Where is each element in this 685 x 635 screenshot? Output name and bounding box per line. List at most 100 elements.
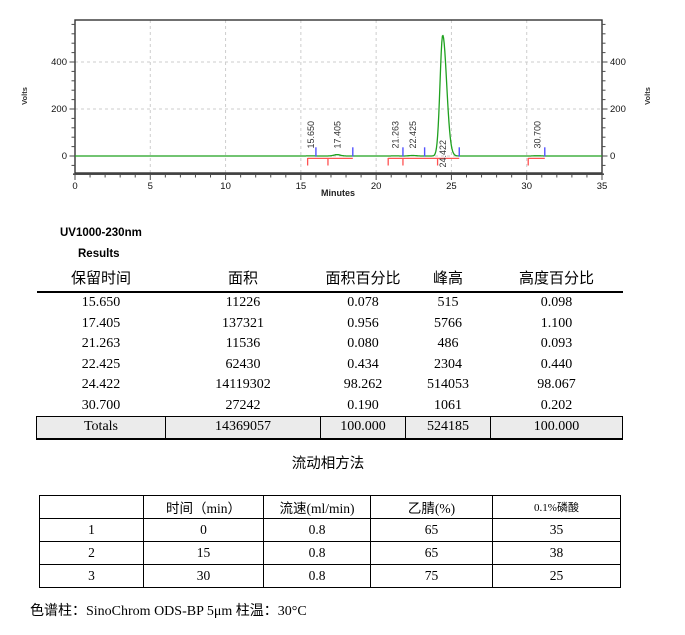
results-cell: 17.405 [81,315,121,331]
results-cell: 0.078 [347,295,379,311]
x-tick-label: 25 [446,181,457,192]
mp-cell: 0.8 [263,518,371,542]
results-header-cell: 峰高 [405,266,491,293]
y-tick-label-left: 400 [51,57,67,68]
results-header-cell: 高度百分比 [490,266,623,293]
results-cell: 98.067 [537,377,576,393]
results-cell: 27242 [225,397,261,413]
table-row: 2 15 0.8 65 38 [39,541,621,565]
table-row: 17.405 137321 0.956 5766 1.100 [37,314,623,335]
results-cell: 98.262 [343,377,383,393]
mp-cell: 0.8 [263,564,371,588]
results-cell: 0.098 [540,295,573,311]
results-cell: 15.650 [81,295,121,311]
results-cell: 486 [437,336,459,352]
results-cell: 0.956 [347,315,379,331]
y-tick-label-left: 200 [51,104,67,115]
x-tick-label: 35 [597,181,608,192]
results-cell: 0.434 [347,356,379,372]
results-cell: 30.700 [81,397,121,413]
mobile-phase-table: 时间（min） 流速(ml/min) 乙腈(%) 0.1%磷酸 1 0 0.8 65 35 2 15… [39,495,621,588]
results-label: Results [78,248,120,260]
y-axis-title-right: Volts [643,87,652,105]
peak-retention-label: 17.405 [332,121,342,149]
peak-retention-label: 30.700 [533,121,543,149]
mp-cell: 35 [492,518,621,542]
results-cell: 514053 [427,377,469,393]
x-axis-title: Minutes [321,188,355,198]
mp-header-cell: 时间（min） [143,495,264,519]
mp-cell: 0.8 [263,541,371,565]
results-cell: 14119302 [215,377,271,393]
totals-cell: 14369057 [165,416,321,440]
results-cell: 11226 [225,295,261,311]
x-tick-label: 30 [521,181,532,192]
plot-border [74,19,603,174]
results-cell: 0.202 [540,397,573,413]
mp-cell: 0 [143,518,264,542]
mp-cell: 1 [39,518,144,542]
mobile-phase-title: 流动相方法 [291,456,365,472]
table-row: 21.263 11536 0.080 486 0.093 [37,334,623,355]
table-row: 3 30 0.8 75 25 [39,564,621,588]
x-tick-label: 10 [220,181,231,192]
chromatogram-trace [74,34,603,157]
x-tick-label: 20 [371,181,382,192]
mp-cell: 25 [492,564,621,588]
mp-cell: 65 [370,541,493,565]
table-row: 1 0 0.8 65 35 [39,518,621,542]
mp-header-row: 时间（min） 流速(ml/min) 乙腈(%) 0.1%磷酸 [39,495,621,519]
results-table: 保留时间 面积 面积百分比 峰高 高度百分比 15.650 11226 0.078 515 0.0… [36,266,623,440]
mp-cell: 2 [39,541,144,565]
totals-row: Totals 14369057 100.000 524185 100.000 [36,416,623,440]
results-cell: 0.440 [540,356,573,372]
results-header-cell: 保留时间 [36,266,166,293]
results-cell: 24.422 [81,377,121,393]
table-row: 30.700 27242 0.190 1061 0.202 [37,396,623,417]
results-cell: 2304 [434,356,462,372]
peak-retention-label: 21.263 [391,121,401,149]
y-axis-title-left: Volts [20,87,29,105]
results-cell: 5766 [434,315,462,331]
results-cell: 1061 [434,397,462,413]
mp-cell: 30 [143,564,264,588]
chromatogram-chart: 0 5 10 15 20 25 30 35 Minutes 0 0 200 200 400 400 Volts… [20,19,652,198]
totals-cell: 100.000 [320,416,406,440]
results-cell: 1.100 [540,315,573,331]
table-row: 24.422 14119302 98.262 514053 98.067 [37,375,623,396]
totals-cell: Totals [36,416,166,440]
peak-retention-label: 15.650 [306,121,316,149]
mp-cell: 15 [143,541,264,565]
x-tick-label: 0 [72,181,77,192]
results-cell: 11536 [225,336,261,352]
detector-title: UV1000-230nm [60,227,142,239]
totals-cell: 524185 [405,416,491,440]
results-cell: 0.093 [540,336,573,352]
results-header-cell: 面积百分比 [320,266,406,293]
mp-cell: 75 [370,564,493,588]
peak-retention-label: 24.422 [438,140,448,168]
results-header-cell: 面积 [165,266,321,293]
mp-header-cell: 乙腈(%) [370,495,493,519]
mp-header-cell: 0.1%磷酸 [492,495,621,519]
x-tick-label: 5 [148,181,153,192]
peak-retention-label: 22.425 [408,121,418,149]
y-tick-label-right: 0 [610,151,615,162]
totals-cell: 100.000 [490,416,623,440]
column-note: 色谱柱：SinoChrom ODS-BP 5μm 柱温：30°C [30,604,307,619]
x-tick-label: 15 [296,181,307,192]
results-cell: 515 [437,295,459,311]
mp-cell: 38 [492,541,621,565]
y-tick-label-right: 400 [610,57,626,68]
mp-cell: 65 [370,518,493,542]
results-cell: 0.190 [347,397,379,413]
results-cell: 137321 [222,315,264,331]
results-header-row: 保留时间 面积 面积百分比 峰高 高度百分比 [36,266,623,293]
y-tick-label-right: 200 [610,104,626,115]
results-cell: 22.425 [81,356,121,372]
table-row: 15.650 11226 0.078 515 0.098 [37,292,623,314]
results-cell: 62430 [225,356,261,372]
mp-cell: 3 [39,564,144,588]
mp-header-cell: 流速(ml/min) [263,495,371,519]
